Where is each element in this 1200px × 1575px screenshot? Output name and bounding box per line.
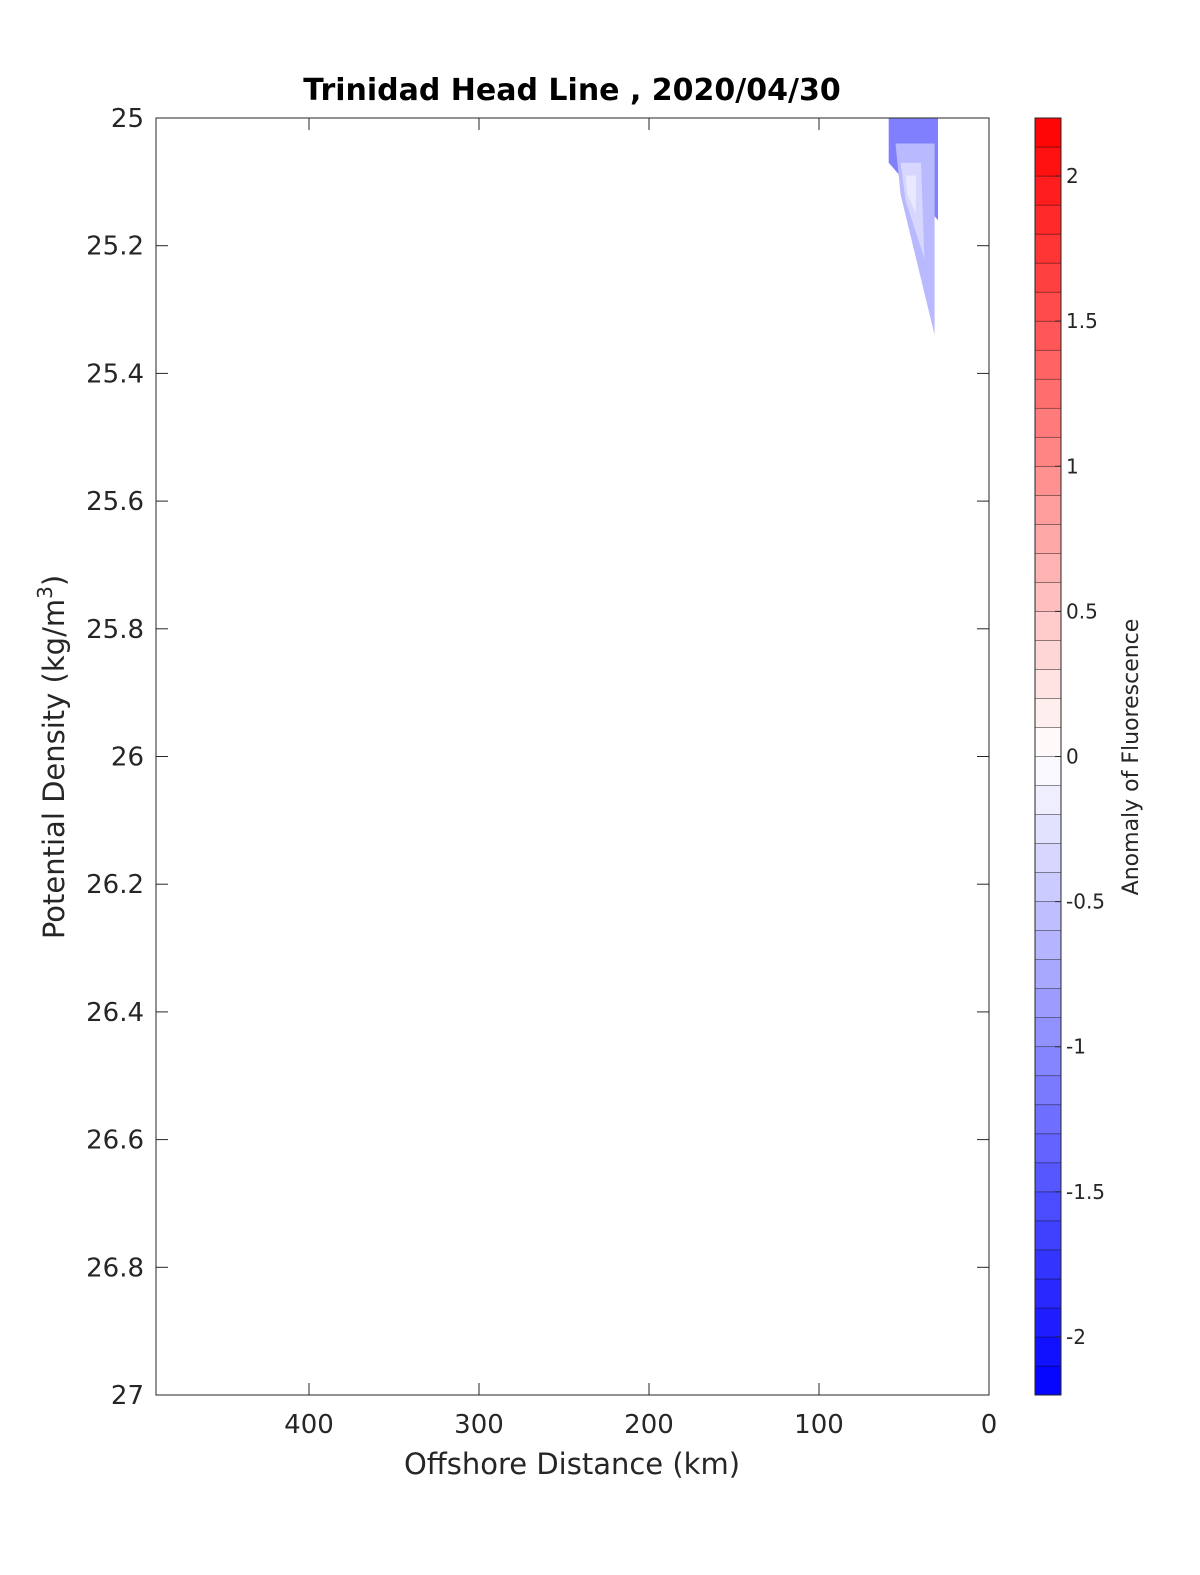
colorbar-swatch	[1034, 698, 1062, 728]
colorbar-swatch	[1034, 407, 1062, 438]
colorbar: 2 1.5 1 0.5 0 -0.5 -1 -1.5 -2	[1034, 117, 1105, 1396]
x-tick-label: 300	[454, 1410, 504, 1440]
colorbar-swatch	[1034, 669, 1062, 699]
colorbar-swatch	[1034, 1162, 1062, 1193]
colorbar-tick-label: 0	[1066, 745, 1079, 769]
colorbar-swatch	[1034, 930, 1062, 960]
colorbar-swatch	[1034, 727, 1062, 757]
colorbar-swatch	[1034, 843, 1062, 873]
colorbar-swatch	[1034, 1046, 1062, 1077]
colorbar-swatch	[1034, 640, 1062, 670]
x-tick-label: 100	[794, 1410, 844, 1440]
colorbar-swatch	[1034, 320, 1062, 351]
colorbar-swatch	[1034, 1220, 1062, 1251]
colorbar-swatch	[1034, 1075, 1062, 1106]
colorbar-tick-label: 1	[1066, 454, 1079, 478]
y-axis-label-superscript: 3	[33, 586, 57, 599]
colorbar-swatch	[1034, 175, 1062, 206]
colorbar-swatch	[1034, 901, 1062, 931]
colorbar-swatch	[1034, 1133, 1062, 1164]
colorbar-swatch	[1034, 553, 1062, 583]
colorbar-swatch	[1034, 233, 1062, 264]
plot-area: 400 300 200 100 0 25 25.2 25.4 25.6 25.8 26 26.2 26.…	[86, 104, 997, 1440]
colorbar-swatch	[1034, 611, 1062, 641]
colorbar-swatch	[1034, 378, 1062, 409]
colorbar-label: Anomaly of Fluorescence	[1119, 619, 1144, 896]
colorbar-swatch	[1034, 785, 1062, 815]
colorbar-swatch	[1034, 872, 1062, 902]
y-tick-label: 25	[111, 104, 144, 134]
colorbar-tick-label: -2	[1066, 1325, 1086, 1349]
contour-layer-3	[905, 175, 916, 214]
colorbar-swatch	[1034, 494, 1062, 525]
x-tick-label: 200	[624, 1410, 674, 1440]
y-tick-label: 26.2	[86, 870, 144, 900]
colorbar-swatch	[1034, 117, 1062, 148]
y-tick-label: 25.4	[86, 359, 144, 389]
colorbar-swatch	[1034, 204, 1062, 235]
colorbar-swatch	[1034, 582, 1062, 612]
colorbar-swatch	[1034, 1104, 1062, 1135]
colorbar-swatch	[1034, 814, 1062, 844]
colorbar-swatch	[1034, 756, 1062, 786]
colorbar-swatch	[1034, 1017, 1062, 1048]
y-tick-label: 25.6	[86, 487, 144, 517]
colorbar-swatch	[1034, 988, 1062, 1019]
colorbar-swatch	[1034, 524, 1062, 554]
x-tick-label: 400	[284, 1410, 334, 1440]
colorbar-swatch	[1034, 291, 1062, 322]
contour-layer-2	[900, 162, 925, 259]
y-tick-label: 25.2	[86, 232, 144, 262]
colorbar-swatch	[1034, 1336, 1062, 1367]
colorbar-tick-label: 2	[1066, 164, 1079, 188]
y-axis-label-end: )	[37, 575, 71, 586]
colorbar-tick-label: 0.5	[1066, 599, 1098, 623]
colorbar-swatch	[1034, 1191, 1062, 1222]
y-tick-label: 26.8	[86, 1253, 144, 1283]
y-axis-label: Potential Density (kg/m3)	[33, 575, 71, 939]
colorbar-swatch	[1034, 465, 1062, 496]
x-tick-label: 0	[981, 1410, 998, 1440]
y-tick-label: 25.8	[86, 615, 144, 645]
colorbar-swatch	[1034, 146, 1062, 177]
colorbar-swatch	[1034, 1278, 1062, 1309]
plot-background	[156, 118, 989, 1395]
colorbar-tick-label: -1	[1066, 1035, 1086, 1059]
colorbar-tick-label: -0.5	[1066, 890, 1105, 914]
colorbar-swatch	[1034, 1365, 1062, 1396]
colorbar-tick-label: -1.5	[1066, 1180, 1105, 1204]
y-axis-label-main: Potential Density (kg/m	[37, 599, 71, 939]
colorbar-swatch	[1034, 436, 1062, 467]
y-tick-label: 27	[111, 1381, 144, 1411]
y-tick-label: 26.4	[86, 998, 144, 1028]
colorbar-swatch	[1034, 959, 1062, 989]
y-tick-label: 26	[111, 743, 144, 773]
chart-title: Trinidad Head Line , 2020/04/30	[303, 73, 840, 108]
y-tick-label: 26.6	[86, 1126, 144, 1156]
colorbar-swatch	[1034, 1249, 1062, 1280]
x-axis-label: Offshore Distance (km)	[404, 1447, 740, 1481]
colorbar-swatch	[1034, 262, 1062, 293]
colorbar-swatch	[1034, 349, 1062, 380]
colorbar-swatch	[1034, 1307, 1062, 1338]
colorbar-tick-label: 1.5	[1066, 309, 1098, 333]
